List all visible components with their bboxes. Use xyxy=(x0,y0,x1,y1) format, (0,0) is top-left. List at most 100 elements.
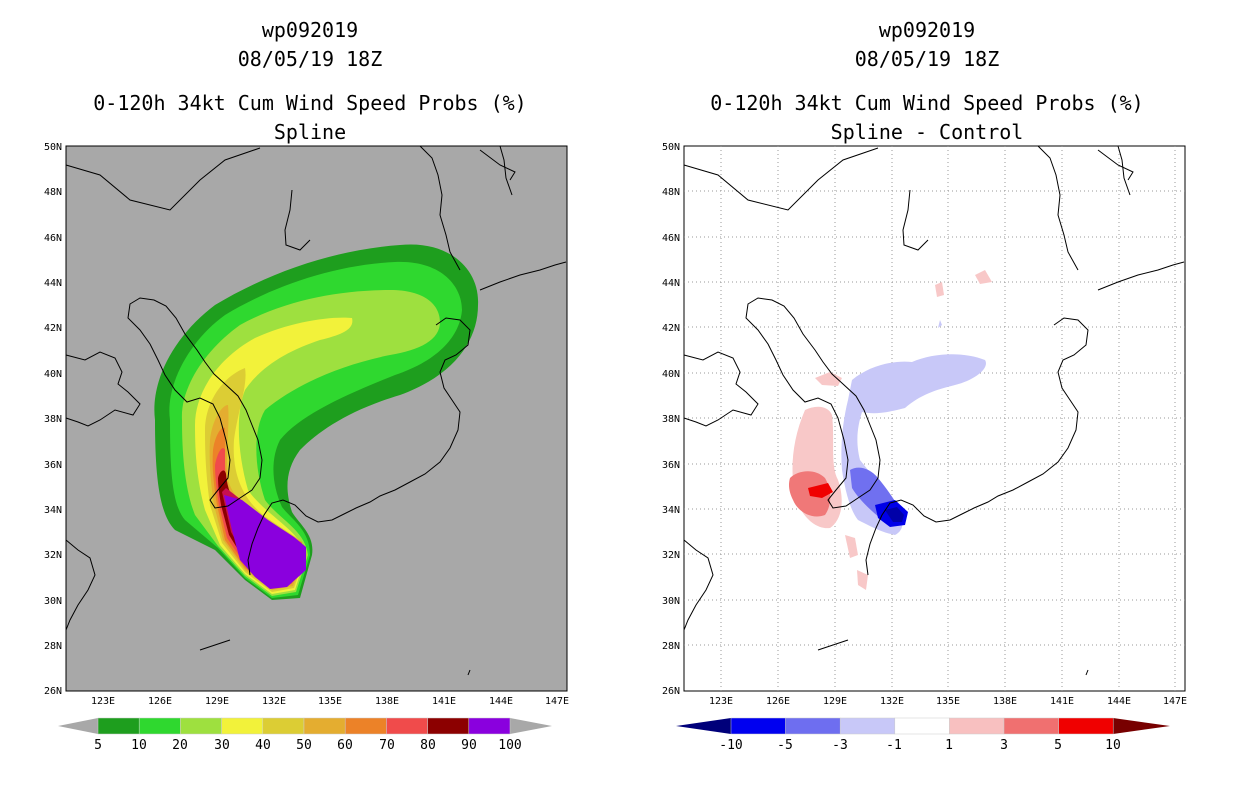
colorbar-label: -5 xyxy=(777,738,793,753)
lat-label: 46N xyxy=(662,233,680,244)
right-map-background xyxy=(683,145,1186,692)
colorbar-box xyxy=(785,717,841,735)
lat-label: 36N xyxy=(662,460,680,471)
lon-label: 138E xyxy=(375,696,399,707)
colorbar-label: 5 xyxy=(94,738,102,753)
right-product-title: 0-120h 34kt Cum Wind Speed Probs (%) xyxy=(710,91,1144,115)
colorbar-box xyxy=(138,717,181,735)
colorbar-label: 5 xyxy=(1054,738,1062,753)
colorbar-label: 10 xyxy=(1105,738,1121,753)
colorbar-box xyxy=(1058,717,1114,735)
diff-pos-small-2 xyxy=(935,282,944,297)
colorbar-label: 30 xyxy=(214,738,230,753)
right-map: 50N 48N 46N 44N 42N 40N 38N 36N 34N 32N … xyxy=(662,142,1187,707)
colorbar-box xyxy=(730,717,786,735)
lon-label: 123E xyxy=(91,696,115,707)
diff-neg-small-1 xyxy=(938,320,942,328)
colorbar-box xyxy=(468,717,511,735)
diff-pos-small-3 xyxy=(975,270,992,284)
lon-label: 135E xyxy=(318,696,342,707)
lat-label: 30N xyxy=(44,596,62,607)
colorbar-box xyxy=(894,717,950,735)
lat-label: 34N xyxy=(44,505,62,516)
left-storm-id: wp092019 xyxy=(261,18,359,42)
colorbar-boxes xyxy=(730,717,1114,735)
lon-label: 144E xyxy=(1107,696,1131,707)
colorbar-box xyxy=(97,717,140,735)
right-coastlines xyxy=(683,145,1185,676)
colorbar-box xyxy=(303,717,346,735)
colorbar-label: 100 xyxy=(498,738,521,753)
colorbar-label: 1 xyxy=(945,738,953,753)
right-subtitle: Spline - Control xyxy=(830,120,1024,144)
left-lat-labels: 50N 48N 46N 44N 42N 40N 38N 36N 34N 32N … xyxy=(44,142,62,697)
lat-label: 28N xyxy=(662,641,680,652)
right-datetime: 08/05/19 18Z xyxy=(854,47,1000,71)
lon-label: 135E xyxy=(936,696,960,707)
lat-label: 42N xyxy=(44,323,62,334)
lat-label: 28N xyxy=(44,641,62,652)
lon-label: 126E xyxy=(766,696,790,707)
lat-label: 48N xyxy=(662,187,680,198)
lat-label: 34N xyxy=(662,505,680,516)
lat-label: 40N xyxy=(662,369,680,380)
right-lat-labels: 50N 48N 46N 44N 42N 40N 38N 36N 34N 32N … xyxy=(662,142,680,697)
lon-label: 132E xyxy=(880,696,904,707)
colorbar-box xyxy=(839,717,896,735)
lon-label: 123E xyxy=(709,696,733,707)
colorbar-box xyxy=(427,717,470,735)
colorbar-label: 3 xyxy=(1000,738,1008,753)
lon-label: 144E xyxy=(489,696,513,707)
colorbar-labels: -10 -5 -3 -1 1 3 5 10 xyxy=(719,738,1121,753)
colorbar-boxes xyxy=(97,717,511,735)
colorbar-label: 40 xyxy=(255,738,271,753)
diff-pos-small-5 xyxy=(857,570,868,590)
right-difference-field xyxy=(789,270,992,590)
colorbar-label: 20 xyxy=(172,738,188,753)
right-storm-id: wp092019 xyxy=(878,18,976,42)
colorbar-label: -10 xyxy=(719,738,742,753)
lat-label: 44N xyxy=(44,278,62,289)
lat-label: 38N xyxy=(44,414,62,425)
colorbar-box xyxy=(262,717,305,735)
lat-label: 38N xyxy=(662,414,680,425)
lat-label: 32N xyxy=(662,550,680,561)
colorbar-label: 50 xyxy=(296,738,312,753)
diff-pos-5-area xyxy=(808,483,833,498)
colorbar-label: 60 xyxy=(337,738,353,753)
diff-pos-small-1 xyxy=(815,372,842,386)
colorbar-label: 90 xyxy=(461,738,477,753)
left-datetime: 08/05/19 18Z xyxy=(237,47,383,71)
right-colorbar: -10 -5 -3 -1 1 3 5 10 xyxy=(676,717,1170,753)
colorbar-high-arrow xyxy=(510,718,552,734)
lon-label: 129E xyxy=(823,696,847,707)
colorbar-high-arrow xyxy=(1113,718,1170,734)
left-subtitle: Spline xyxy=(273,120,347,144)
lat-label: 40N xyxy=(44,369,62,380)
prob-100-contour xyxy=(224,495,306,589)
colorbar-labels: 5 10 20 30 40 50 60 70 80 90 100 xyxy=(94,738,522,753)
colorbar-low-arrow xyxy=(58,718,98,734)
lon-label: 147E xyxy=(1163,696,1187,707)
lon-label: 141E xyxy=(1050,696,1074,707)
right-lon-labels: 123E 126E 129E 132E 135E 138E 141E 144E … xyxy=(709,696,1187,707)
colorbar-low-arrow xyxy=(676,718,731,734)
lon-label: 138E xyxy=(993,696,1017,707)
lat-label: 26N xyxy=(662,686,680,697)
left-colorbar: 5 10 20 30 40 50 60 70 80 90 100 xyxy=(58,717,552,753)
lat-label: 50N xyxy=(662,142,680,153)
left-probability-field xyxy=(154,244,479,600)
left-lon-labels: 123E 126E 129E 132E 135E 138E 141E 144E … xyxy=(91,696,569,707)
lon-label: 147E xyxy=(545,696,569,707)
lat-label: 32N xyxy=(44,550,62,561)
colorbar-box xyxy=(180,717,222,735)
colorbar-label: 80 xyxy=(420,738,436,753)
colorbar-box xyxy=(1003,717,1059,735)
lat-label: 26N xyxy=(44,686,62,697)
lat-label: 48N xyxy=(44,187,62,198)
left-map: 50N 48N 46N 44N 42N 40N 38N 36N 34N 32N … xyxy=(44,142,569,707)
diff-pos-small-4 xyxy=(845,535,858,558)
colorbar-box xyxy=(386,717,428,735)
lon-label: 141E xyxy=(432,696,456,707)
left-coastlines xyxy=(65,145,567,676)
